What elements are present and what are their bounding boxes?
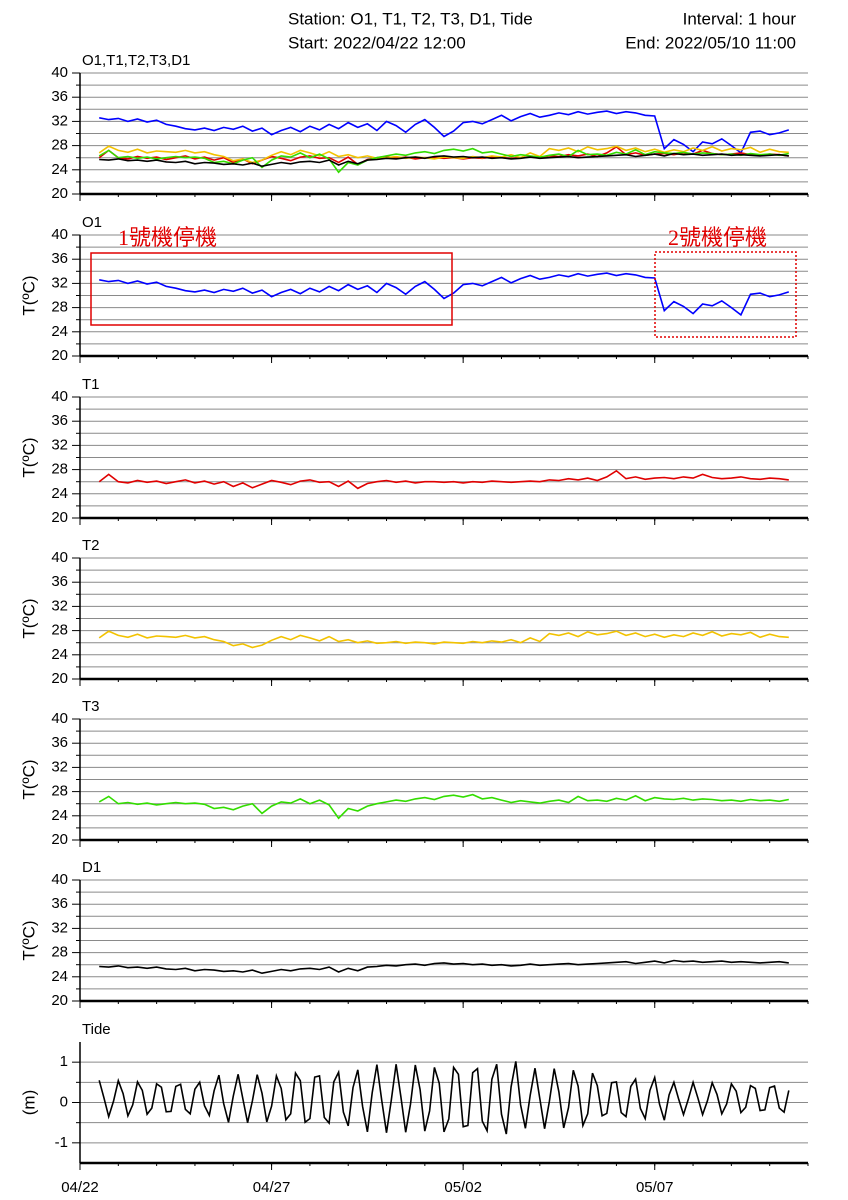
y-tick-label: 40 <box>51 871 68 888</box>
y-tick-label: 32 <box>51 436 68 453</box>
y-axis-label: (m) <box>19 1090 38 1115</box>
panel-title: Tide <box>82 1021 111 1038</box>
y-tick-label: 28 <box>51 137 68 154</box>
data-line <box>98 630 789 649</box>
y-tick-label: 24 <box>51 485 68 502</box>
annotation: 1號機停機 <box>118 225 217 250</box>
y-axis-label: T(ºC) <box>19 598 38 638</box>
y-tick-label: 36 <box>51 895 68 912</box>
y-tick-label: 40 <box>51 64 68 81</box>
data-line <box>99 152 789 168</box>
y-tick-label: 36 <box>51 412 68 429</box>
annotation-box <box>654 251 797 338</box>
data-line <box>98 793 789 820</box>
annotation-box <box>90 252 453 326</box>
data-line <box>99 272 790 317</box>
y-tick-label: 32 <box>51 919 68 936</box>
y-axis-label: T(ºC) <box>19 275 38 315</box>
y-tick-label: 20 <box>51 670 68 687</box>
y-tick-label: 40 <box>51 710 68 727</box>
x-tick-label: 05/07 <box>636 1179 674 1196</box>
y-tick-label: -1 <box>55 1134 68 1151</box>
y-tick-label: 32 <box>51 597 68 614</box>
panel-title: O1,T1,T2,T3,D1 <box>82 52 190 69</box>
panel-title: T1 <box>82 376 100 393</box>
annotation: 2號機停機 <box>668 225 767 250</box>
y-tick-label: 24 <box>51 646 68 663</box>
panel-title: T2 <box>82 537 100 554</box>
y-tick-label: 28 <box>51 944 68 961</box>
y-tick-label: 20 <box>51 347 68 364</box>
y-axis-label: T(ºC) <box>19 759 38 799</box>
data-line <box>98 469 789 490</box>
y-tick-label: 32 <box>51 112 68 129</box>
y-tick-label: 24 <box>51 807 68 824</box>
data-line <box>98 145 789 164</box>
y-tick-label: 40 <box>51 388 68 405</box>
panel-title: T3 <box>82 698 100 715</box>
y-tick-label: 40 <box>51 226 68 243</box>
y-tick-label: 28 <box>51 783 68 800</box>
header-start: Start: 2022/04/22 12:00 <box>288 33 466 52</box>
x-tick-label: 04/22 <box>61 1179 99 1196</box>
header-station: Station: O1, T1, T2, T3, D1, Tide <box>288 9 533 28</box>
y-tick-label: 28 <box>51 299 68 316</box>
y-tick-label: 24 <box>51 968 68 985</box>
x-tick-label: 04/27 <box>253 1179 291 1196</box>
x-tick-label: 05/02 <box>444 1179 482 1196</box>
header-interval: Interval: 1 hour <box>683 9 797 28</box>
y-tick-label: 1 <box>60 1053 68 1070</box>
y-axis-label: T(ºC) <box>19 920 38 960</box>
y-tick-label: 32 <box>51 274 68 291</box>
data-line <box>98 1061 790 1135</box>
header-end: End: 2022/05/10 11:00 <box>625 33 796 52</box>
y-tick-label: 20 <box>51 185 68 202</box>
y-tick-label: 28 <box>51 461 68 478</box>
y-axis-label: T(ºC) <box>19 437 38 477</box>
y-tick-label: 36 <box>51 250 68 267</box>
data-line <box>99 959 789 975</box>
data-line <box>98 145 789 166</box>
y-tick-label: 36 <box>51 734 68 751</box>
y-tick-label: 0 <box>60 1093 68 1110</box>
panel-title: O1 <box>82 214 102 231</box>
y-tick-label: 36 <box>51 88 68 105</box>
y-tick-label: 28 <box>51 622 68 639</box>
y-tick-label: 40 <box>51 549 68 566</box>
y-tick-label: 32 <box>51 758 68 775</box>
y-tick-label: 20 <box>51 831 68 848</box>
y-tick-label: 24 <box>51 161 68 178</box>
y-tick-label: 36 <box>51 573 68 590</box>
data-line <box>99 110 790 155</box>
y-tick-label: 20 <box>51 509 68 526</box>
y-tick-label: 24 <box>51 323 68 340</box>
y-tick-label: 20 <box>51 992 68 1009</box>
panel-title: D1 <box>82 859 101 876</box>
